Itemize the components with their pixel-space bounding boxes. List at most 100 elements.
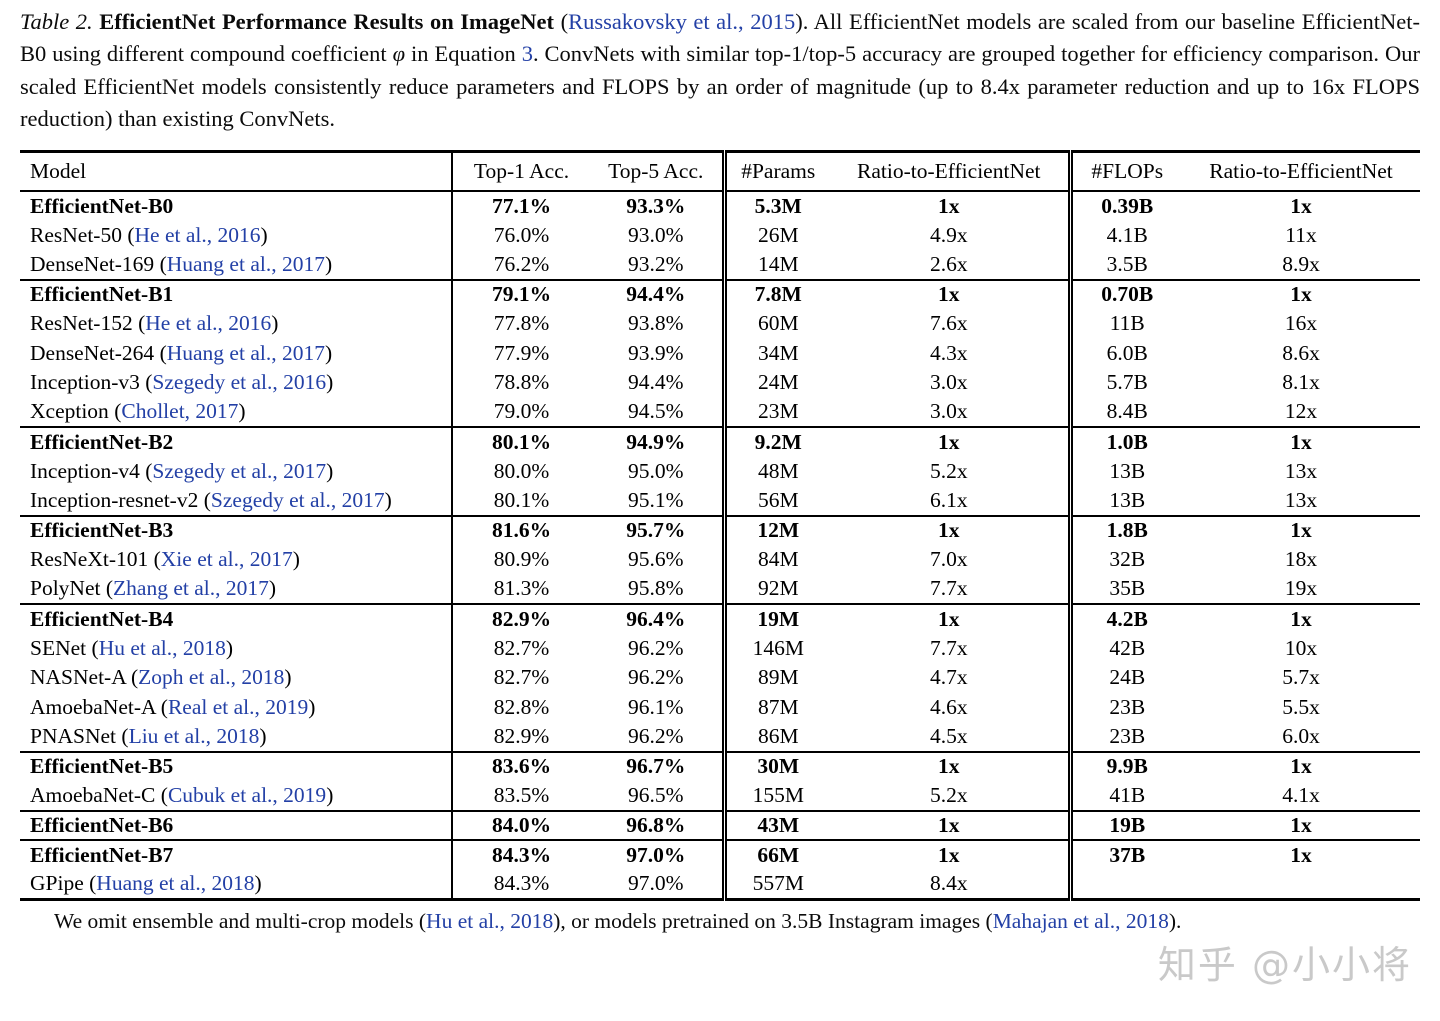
- citation-link[interactable]: Chollet, 2017: [121, 399, 239, 424]
- flops-cell: 42B: [1067, 633, 1182, 664]
- params-cell: 84M: [721, 545, 830, 575]
- flops-ratio-cell: 1x: [1290, 282, 1312, 307]
- top5-cell: 95.1%: [627, 487, 684, 512]
- citation-link[interactable]: Huang et al., 2017: [166, 251, 325, 276]
- top5-cell: 93.2%: [627, 251, 684, 276]
- paren-open: (: [116, 723, 129, 748]
- model-cell: EfficientNet-B3: [20, 516, 452, 546]
- model-cell: NASNet-A (Zoph et al., 2018): [20, 663, 452, 693]
- caption-label: Table 2.: [20, 9, 93, 34]
- flops-ratio-cell: 5.5x: [1282, 694, 1320, 719]
- flops-ratio-cell: 10x: [1284, 635, 1318, 660]
- citation-link[interactable]: Liu et al., 2018: [128, 723, 260, 748]
- top1-cell: 76.2%: [451, 250, 590, 280]
- paren-close: ): [260, 222, 268, 247]
- model-name: EfficientNet-B4: [30, 606, 174, 631]
- flops-cell: 5.7B: [1067, 368, 1182, 398]
- citation-link[interactable]: He et al., 2016: [145, 311, 272, 336]
- caption-text: ). All EfficientNet models are scaled fr…: [20, 9, 1421, 67]
- params-cell: 66M: [721, 840, 830, 870]
- paren-open: (: [155, 782, 168, 807]
- model-name: EfficientNet-B5: [30, 754, 174, 779]
- flops-cell: 37B: [1067, 840, 1182, 870]
- equation-link[interactable]: 3: [521, 41, 533, 67]
- flops-cell: 32B: [1067, 545, 1182, 575]
- header-params: #Params: [721, 151, 830, 192]
- paren-close: ): [238, 399, 246, 424]
- top1-cell: 84.0%: [451, 810, 590, 841]
- top1-cell: 80.0%: [451, 456, 590, 487]
- top5-cell: 93.8%: [627, 311, 684, 336]
- flops-ratio-cell: 8.1x: [1282, 370, 1320, 395]
- paren-close: ): [259, 723, 267, 748]
- citation-link[interactable]: Xie et al., 2017: [160, 547, 293, 572]
- citation-link[interactable]: Real et al., 2019: [167, 694, 309, 719]
- citation-link[interactable]: Hu et al., 2018: [426, 908, 554, 933]
- table-row: ResNet-50 (He et al., 2016) 76.0% 93.0% 26M…: [20, 220, 1420, 251]
- paren-close: ): [308, 694, 316, 719]
- model-group: EfficientNet-B3 81.6% 95.7% 12M 1x 1.8B 1x ResN…: [20, 515, 1420, 605]
- params-cell: 92M: [721, 574, 830, 605]
- table-row: Inception-v4 (Szegedy et al., 2017) 80.0%…: [20, 456, 1420, 487]
- citation-link[interactable]: Russakovsky et al., 2015: [568, 9, 796, 34]
- flops-ratio-cell: 8.6x: [1282, 340, 1320, 365]
- paren-close: ): [384, 487, 392, 512]
- flops-ratio-cell: 16x: [1284, 311, 1318, 336]
- top5-cell: 94.4%: [627, 370, 684, 395]
- model-name: EfficientNet-B7: [30, 842, 174, 867]
- citation-link[interactable]: Mahajan et al., 2018: [992, 908, 1169, 933]
- citation-link[interactable]: Szegedy et al., 2016: [152, 370, 327, 395]
- table-header: Model Top-1 Acc. Top-5 Acc. #Params Rati…: [20, 151, 1420, 192]
- params-ratio-cell: 2.6x: [929, 251, 968, 276]
- table-row: EfficientNet-B4 82.9% 96.4% 19M 1x 4.2B 1x: [20, 604, 1420, 634]
- params-ratio-cell: 6.1x: [929, 487, 968, 512]
- model-group: EfficientNet-B7 84.3% 97.0% 66M 1x 37B 1x GPipe…: [20, 840, 1420, 900]
- params-ratio-cell: 7.7x: [929, 635, 968, 660]
- caption-text: in Equation: [405, 41, 522, 67]
- flops-ratio-cell: [1182, 870, 1420, 900]
- citation-link[interactable]: Huang et al., 2018: [96, 871, 255, 896]
- params-ratio-cell: 4.5x: [929, 723, 968, 748]
- params-ratio-cell: 5.2x: [929, 782, 968, 807]
- table-row: Inception-resnet-v2 (Szegedy et al., 201…: [20, 486, 1420, 516]
- flops-ratio-cell: 6.0x: [1282, 723, 1320, 748]
- model-cell: Inception-v3 (Szegedy et al., 2016): [20, 368, 452, 398]
- model-name: AmoebaNet-C: [30, 782, 156, 807]
- flops-ratio-cell: 1x: [1290, 842, 1312, 867]
- citation-link[interactable]: Zoph et al., 2018: [138, 665, 285, 690]
- citation-link[interactable]: Zhang et al., 2017: [113, 576, 269, 601]
- header-top5: Top-5 Acc.: [608, 158, 704, 183]
- top5-cell: 93.9%: [627, 340, 684, 365]
- table-row: PolyNet (Zhang et al., 2017) 81.3% 95.8% 92…: [20, 574, 1420, 605]
- footnote-text: We omit ensemble and multi-crop models (: [54, 908, 427, 933]
- citation-link[interactable]: Szegedy et al., 2017: [152, 458, 327, 483]
- flops-cell: 1.0B: [1067, 427, 1182, 457]
- model-cell: EfficientNet-B4: [20, 604, 452, 634]
- paren-close: ): [271, 311, 279, 336]
- model-cell: ResNet-152 (He et al., 2016): [20, 309, 452, 339]
- top1-cell: 79.1%: [451, 279, 590, 310]
- model-name: SENet: [30, 635, 87, 660]
- citation-link[interactable]: Szegedy et al., 2017: [210, 487, 385, 512]
- top5-cell: 96.2%: [627, 665, 684, 690]
- top5-cell: 96.7%: [626, 754, 686, 779]
- top5-cell: 96.2%: [627, 723, 684, 748]
- flops-cell: 9.9B: [1067, 751, 1182, 782]
- table-row: EfficientNet-B0 77.1% 93.3% 5.3M 1x 0.39B 1x: [20, 191, 1420, 221]
- citation-link[interactable]: Hu et al., 2018: [98, 635, 226, 660]
- params-ratio-cell: 1x: [938, 606, 960, 631]
- model-group: EfficientNet-B4 82.9% 96.4% 19M 1x 4.2B 1x SENe…: [20, 604, 1420, 752]
- header-flops: #FLOPs: [1067, 151, 1182, 192]
- params-cell: 48M: [721, 456, 830, 487]
- top1-cell: 80.1%: [451, 486, 590, 516]
- params-ratio-cell: 4.7x: [929, 665, 968, 690]
- flops-cell: 6.0B: [1067, 338, 1182, 369]
- citation-link[interactable]: Huang et al., 2017: [166, 340, 325, 365]
- table-row: EfficientNet-B6 84.0% 96.8% 43M 1x 19B 1x: [20, 810, 1420, 841]
- citation-link[interactable]: Cubuk et al., 2019: [167, 782, 327, 807]
- citation-link[interactable]: He et al., 2016: [134, 222, 261, 247]
- flops-ratio-cell: 1x: [1290, 754, 1312, 779]
- top1-cell: 79.0%: [451, 397, 590, 428]
- table-row: PNASNet (Liu et al., 2018) 82.9% 96.2% 86M 4…: [20, 722, 1420, 752]
